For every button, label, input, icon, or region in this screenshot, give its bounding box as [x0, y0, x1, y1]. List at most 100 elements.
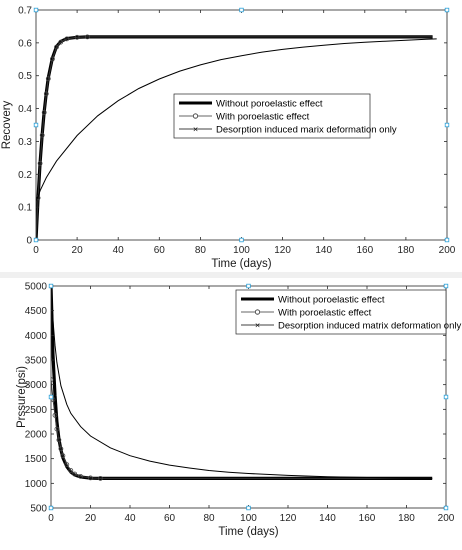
pressure-with-poroelastic-point [56, 437, 62, 443]
recovery-with-poroelastic-point [45, 76, 51, 82]
pressure-with-poroelastic-point [51, 377, 54, 383]
panel-separator [0, 272, 462, 278]
pressure-resize-handle[interactable] [48, 505, 54, 511]
pressure-with-poroelastic-point [98, 475, 103, 481]
pressure-x-axis-label: Time (days) [218, 526, 278, 538]
recovery-series-with-poroelastic-line [36, 36, 433, 240]
pressure-with-poroelastic-point [54, 426, 60, 432]
pressure-series-layer [51, 286, 433, 481]
recovery-x-tick-label: 140 [315, 245, 332, 256]
recovery-with-poroelastic-point [85, 34, 90, 40]
pressure-resize-handle[interactable] [246, 505, 251, 511]
recovery-with-poroelastic-point [41, 110, 47, 115]
pressure-with-poroelastic-point [78, 473, 83, 479]
pressure-tick-layer: 0 20 40 60 80 100 120 140 160 180 200 500 1000 1500 20… [25, 282, 455, 525]
recovery-legend-label: Desorption induced marix deformation onl… [216, 124, 397, 135]
pressure-legend-label: Without poroelastic effect [278, 294, 385, 305]
recovery-resize-handle[interactable] [444, 7, 450, 13]
pressure-resize-handle[interactable] [246, 283, 251, 289]
recovery-x-tick-label: 80 [195, 245, 207, 256]
recovery-y-tick-label: 0.7 [18, 6, 32, 17]
recovery-x-tick-label: 180 [398, 245, 415, 256]
pressure-series-with-poroelastic-line [51, 379, 433, 479]
recovery-resize-handle[interactable] [33, 237, 39, 243]
recovery-x-tick-label: 20 [72, 245, 84, 256]
recovery-x-tick-label: 160 [356, 245, 373, 256]
pressure-resize-handle[interactable] [48, 283, 54, 289]
recovery-with-poroelastic-point [58, 39, 64, 45]
pressure-y-tick-label: 4000 [25, 331, 48, 342]
pressure-with-poroelastic-point [60, 453, 66, 459]
pressure-chart: 0 20 40 60 80 100 120 140 160 180 200 500 1000 1500 20… [16, 282, 461, 539]
recovery-resize-handle[interactable] [33, 122, 39, 128]
recovery-resize-handle[interactable] [239, 237, 244, 243]
pressure-resize-handle[interactable] [48, 394, 54, 400]
recovery-legend: Without poroelastic effect With poroelast… [173, 93, 397, 139]
recovery-with-poroelastic-point [39, 132, 45, 138]
recovery-with-poroelastic-point [54, 44, 59, 50]
recovery-chart: 0 20 40 60 80 100 120 140 160 180 200 0 0.1 0.2 0.3 0.4… [1, 6, 456, 271]
pressure-y-tick-label: 2500 [25, 405, 48, 416]
pressure-y-tick-label: 500 [30, 504, 47, 515]
pressure-with-poroelastic-point [88, 475, 93, 481]
recovery-resize-handle[interactable] [239, 7, 244, 13]
recovery-y-axis-label: Recovery [1, 100, 13, 149]
pressure-legend-label: With poroelastic effect [278, 307, 372, 318]
pressure-x-tick-label: 60 [164, 513, 176, 524]
pressure-with-poroelastic-point [68, 468, 74, 473]
recovery-x-tick-label: 200 [439, 245, 456, 256]
pressure-with-poroelastic-point [58, 446, 64, 452]
recovery-series-without-poroelastic-line [36, 35, 433, 240]
recovery-series-layer [36, 34, 437, 240]
recovery-y-tick-label: 0.1 [18, 203, 32, 214]
pressure-legend-label: Desorption induced matrix deformation on… [278, 320, 461, 331]
recovery-x-tick-label: 40 [113, 245, 125, 256]
pressure-y-tick-label: 1500 [25, 454, 48, 465]
recovery-y-tick-label: 0.2 [18, 170, 32, 181]
pressure-x-tick-label: 160 [359, 513, 376, 524]
recovery-y-tick-label: 0.6 [18, 38, 32, 49]
pressure-x-tick-label: 120 [280, 513, 297, 524]
recovery-with-poroelastic-point [43, 91, 49, 97]
recovery-y-tick-label: 0.3 [18, 137, 32, 148]
recovery-with-poroelastic-point [74, 34, 80, 40]
recovery-resize-handle[interactable] [444, 122, 450, 128]
recovery-x-tick-label: 100 [233, 245, 250, 256]
pressure-y-axis-label: Prssure(psi) [16, 366, 28, 428]
pressure-y-tick-label: 3500 [25, 356, 48, 367]
pressure-x-tick-label: 20 [85, 513, 97, 524]
recovery-tick-layer: 0 20 40 60 80 100 120 140 160 180 200 0 0.1 0.2 0.3 0.4… [18, 6, 456, 257]
pressure-x-tick-label: 200 [438, 513, 455, 524]
pressure-resize-handle[interactable] [443, 505, 449, 511]
recovery-x-tick-label: 0 [33, 245, 39, 256]
recovery-with-poroelastic-point [64, 36, 70, 42]
recovery-with-poroelastic-point [50, 56, 55, 62]
pressure-x-tick-label: 180 [398, 513, 415, 524]
pressure-y-tick-label: 2000 [25, 430, 48, 441]
recovery-x-tick-label: 60 [154, 245, 166, 256]
pressure-resize-handle[interactable] [443, 283, 449, 289]
pressure-with-poroelastic-point [72, 471, 78, 477]
recovery-legend-label: Without poroelastic effect [216, 98, 323, 109]
recovery-with-poroelastic-point [37, 160, 43, 166]
pressure-y-tick-label: 5000 [25, 282, 48, 293]
recovery-x-tick-label: 120 [274, 245, 291, 256]
pressure-resize-handle[interactable] [443, 394, 449, 400]
pressure-legend-marker-circle [254, 309, 261, 315]
pressure-x-tick-label: 100 [240, 513, 257, 524]
pressure-with-poroelastic-point [52, 412, 58, 418]
recovery-legend-marker-x: × [193, 126, 199, 134]
recovery-x-axis-label: Time (days) [211, 258, 271, 270]
pressure-series-desorption-line [51, 286, 433, 479]
recovery-resize-handle[interactable] [33, 7, 39, 13]
pressure-with-poroelastic-point [64, 462, 70, 468]
recovery-resize-handle[interactable] [444, 237, 450, 243]
recovery-y-tick-label: 0.5 [18, 71, 32, 82]
pressure-x-tick-label: 40 [124, 513, 136, 524]
recovery-series-desorption-line [36, 38, 437, 201]
pressure-x-tick-label: 80 [203, 513, 215, 524]
recovery-legend-label: With poroelastic effect [216, 111, 310, 122]
pressure-y-tick-label: 4500 [25, 306, 48, 317]
pressure-y-tick-label: 3000 [25, 380, 48, 391]
